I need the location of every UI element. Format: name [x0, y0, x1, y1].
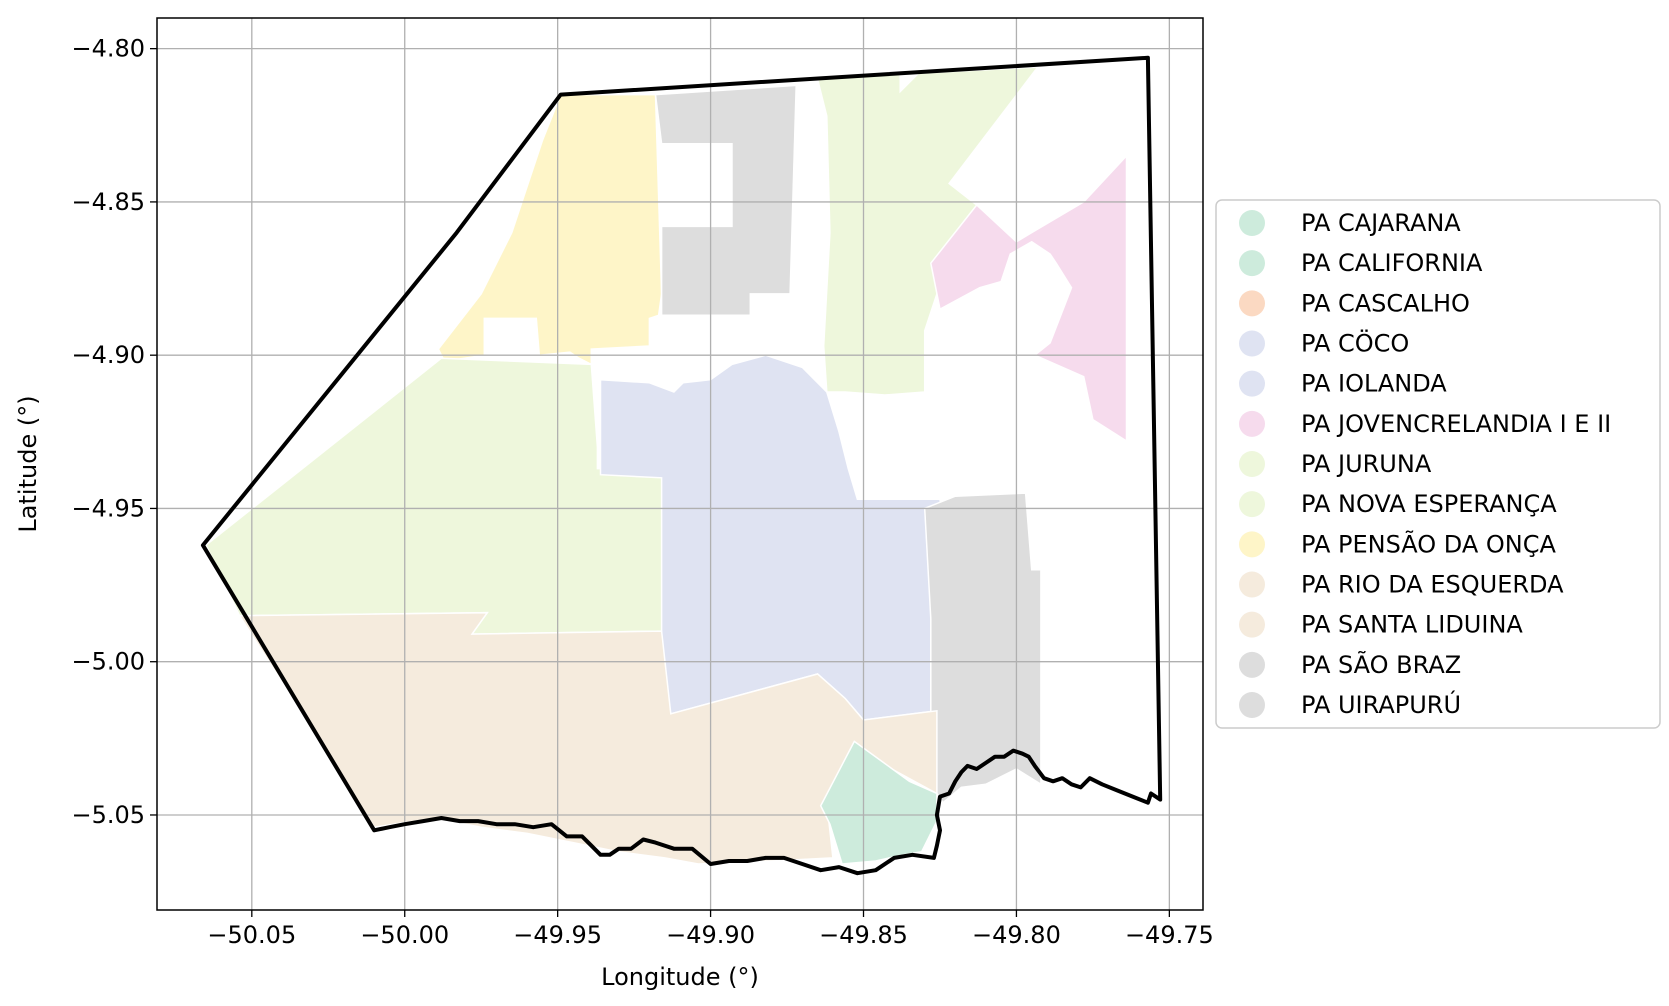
legend-marker-11	[1239, 611, 1265, 638]
x-axis: −50.05 −50.00 −49.95 −49.90 −49.85 −49.80 −49.…	[207, 910, 1214, 949]
region-polygon-1	[437, 93, 663, 366]
x-tick-label-7: −49.75	[1125, 921, 1214, 949]
legend-label-10: PA RIO DA ESQUERDA	[1301, 571, 1564, 599]
legend-label-7: PA JURUNA	[1301, 450, 1432, 478]
legend-marker-13	[1239, 692, 1265, 718]
legend-label-5: PA IOLANDA	[1301, 370, 1447, 398]
legend-label-12: PA SÃO BRAZ	[1301, 649, 1461, 679]
y-tick-label-5: −5.00	[71, 648, 145, 676]
x-tick-label-5: −49.85	[819, 921, 908, 949]
y-tick-label-2: −4.85	[71, 188, 145, 216]
boundary-layer	[200, 55, 1163, 876]
region-polygon-7	[923, 492, 1042, 804]
y-axis: −4.80 −4.85 −4.90 −4.95 −5.00 −5.05	[71, 35, 157, 829]
x-tick-label-3: −49.95	[513, 921, 602, 949]
legend-marker-12	[1239, 651, 1265, 678]
legend-label-3: PA CASCALHO	[1301, 289, 1470, 317]
y-tick-label-4: −4.95	[71, 494, 145, 522]
legend-marker-1	[1239, 210, 1265, 236]
legend-label-9: PA PENSÃO DA ONÇA	[1301, 528, 1556, 558]
legend: PA CAJARANA PA CALIFORNIA PA CASCALHO PA CÖ…	[1215, 199, 1661, 729]
legend-label-4: PA CÖCO	[1301, 329, 1409, 358]
y-tick-label-1: −4.80	[71, 35, 145, 63]
legend-marker-2	[1239, 250, 1265, 277]
legend-label-11: PA SANTA LIDUINA	[1301, 611, 1523, 639]
plot-frame	[156, 17, 1204, 911]
y-axis-title: Latitude (°)	[14, 395, 42, 532]
legend-marker-5	[1239, 370, 1265, 397]
legend-marker-4	[1239, 330, 1265, 357]
legend-label-1: PA CAJARANA	[1301, 209, 1461, 237]
x-tick-label-1: −50.05	[207, 921, 296, 949]
grid-layer	[157, 18, 1203, 910]
legend-label-2: PA CALIFORNIA	[1301, 249, 1483, 277]
legend-marker-7	[1239, 451, 1265, 477]
regions-layer	[204, 66, 1128, 865]
legend-label-13: PA UIRAPURÚ	[1301, 689, 1461, 719]
legend-label-6: PA JOVENCRELANDIA I E II	[1301, 410, 1611, 438]
x-tick-label-2: −50.00	[360, 921, 449, 949]
legend-frame	[1215, 199, 1661, 729]
x-axis-title: Longitude (°)	[601, 963, 759, 991]
legend-marker-10	[1239, 571, 1265, 598]
legend-marker-8	[1239, 491, 1265, 518]
x-tick-label-4: −49.90	[666, 921, 755, 949]
legend-marker-9	[1239, 531, 1265, 558]
municipality-boundary	[200, 55, 1163, 876]
x-tick-label-6: −49.80	[972, 921, 1061, 949]
y-tick-label-3: −4.90	[71, 341, 145, 369]
y-tick-label-6: −5.05	[71, 801, 145, 829]
legend-label-8: PA NOVA ESPERANÇA	[1301, 490, 1557, 518]
region-polygon-3	[816, 66, 1040, 396]
legend-marker-3	[1239, 290, 1265, 317]
legend-marker-6	[1239, 410, 1265, 437]
region-polygon-5	[204, 357, 666, 635]
region-polygon-4	[929, 153, 1128, 443]
region-polygon-2	[654, 84, 797, 317]
